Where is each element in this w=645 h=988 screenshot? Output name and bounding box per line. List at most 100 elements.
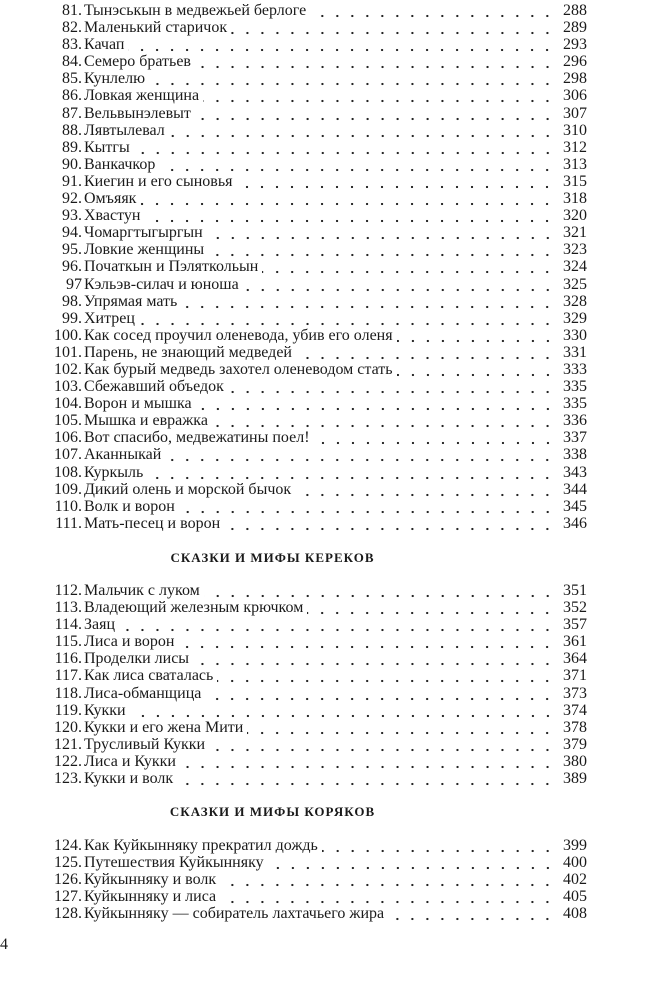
toc-entry[interactable]: 85. Кунлелю 298: [0, 70, 645, 88]
entry-title: Кунлелю: [84, 70, 146, 88]
entry-page: 400: [563, 854, 587, 872]
toc-entry[interactable]: 103. Сбежавший объедок 335: [0, 378, 645, 396]
toc-entry[interactable]: 121. Трусливый Кукки 379: [0, 735, 645, 753]
entry-number: 91.: [62, 172, 82, 190]
dot-leader: [193, 650, 555, 668]
toc-entry[interactable]: 111. Мать-песец и ворон 346: [0, 514, 645, 532]
section-heading-kereks: СКАЗКИ И МИФЫ КЕРЕКОВ: [170, 550, 375, 565]
entry-number: 124.: [54, 837, 82, 854]
toc-entry[interactable]: 126. Куйкынняку и волк 402: [0, 871, 645, 889]
toc-entry[interactable]: 115. Лиса и ворон 361: [0, 633, 645, 651]
entry-number: 93.: [62, 207, 82, 225]
toc-entry[interactable]: 118. Лиса-обманщица 373: [0, 684, 645, 702]
entry-page: 402: [563, 871, 587, 889]
toc-entry[interactable]: 114. Заяц 357: [0, 616, 645, 634]
toc-entry[interactable]: 128. Куйкынняку — собиратель лахтачьего ж…: [0, 905, 645, 923]
toc-entry[interactable]: 99. Хитрец 329: [0, 309, 645, 327]
entry-title: Проделки лисы: [84, 650, 190, 668]
entry-title: Кэльэв-силач и юноша: [84, 275, 239, 293]
dot-leader: [217, 667, 555, 685]
entry-page: 343: [563, 463, 587, 481]
dot-leader: [236, 172, 555, 191]
toc-entry[interactable]: 95. Ловкие женщины 323: [0, 241, 645, 259]
toc-entry[interactable]: 83. Качап 293: [0, 36, 645, 54]
entry-number: 123.: [54, 770, 82, 788]
toc-entry[interactable]: 127. Куйкынняку и лиса 405: [0, 888, 645, 906]
entry-page: 378: [563, 718, 587, 736]
toc-entry[interactable]: 119. Кукки 374: [0, 701, 645, 719]
entry-number: 82.: [62, 19, 82, 37]
toc-entry[interactable]: 109. Дикий олень и морской бычок 344: [0, 480, 645, 498]
entry-title: Как сосед проучил оленевода, убив его ол…: [84, 326, 393, 344]
toc-entry[interactable]: 112. Мальчик с луком 351: [0, 582, 645, 600]
entry-page: 324: [563, 258, 587, 276]
dot-leader: [133, 138, 555, 156]
toc-entry[interactable]: 86. Ловкая женщина 306: [0, 87, 645, 105]
toc-entry[interactable]: 98. Упрямая мать 328: [0, 292, 645, 310]
entry-number: 81.: [62, 2, 82, 19]
toc-entry[interactable]: 117. Как лиса сваталась 371: [0, 667, 645, 685]
toc-entry[interactable]: 90. Ванкачкор 313: [0, 155, 645, 173]
toc-entry[interactable]: 123. Кукки и волк 389: [0, 770, 645, 788]
toc-entry[interactable]: 125. Путешествия Куйкынняку 400: [0, 854, 645, 872]
entry-page: 307: [563, 104, 587, 122]
toc-entry[interactable]: 122. Лиса и Кукки 380: [0, 752, 645, 771]
dot-leader: [220, 888, 555, 906]
entry-page: 310: [563, 121, 587, 139]
toc-entry[interactable]: 92. Омъяяк 318: [0, 190, 645, 208]
toc-entry[interactable]: 105. Мышка и евражка 336: [0, 412, 645, 430]
toc-entry[interactable]: 102. Как бурый медведь захотел оленеводом…: [0, 360, 645, 379]
entry-page: 328: [563, 292, 587, 310]
dot-leader: [295, 343, 555, 361]
entry-page: 364: [563, 650, 587, 668]
toc-entry[interactable]: 82. Маленький старичок 289: [0, 19, 645, 37]
entry-number: 120.: [54, 718, 82, 736]
toc-entry[interactable]: 113. Владеющий железным крючком 352: [0, 599, 645, 617]
dot-leader: [295, 480, 555, 498]
entry-title: Чомаргтыгыргын: [84, 224, 203, 242]
toc-entry[interactable]: 110. Волк и ворон 345: [0, 497, 645, 515]
dot-leader: [194, 104, 555, 122]
toc-entry[interactable]: 108. Куркыль 343: [0, 463, 645, 481]
toc-entry[interactable]: 87. Вельвынэлевыт 307: [0, 104, 645, 122]
entry-page: 338: [563, 446, 587, 464]
dot-leader: [321, 837, 555, 855]
toc-entry[interactable]: 81. Тынэськын в медвежьей берлоге 288: [0, 2, 645, 20]
toc-entry[interactable]: 104. Ворон и мышка 335: [0, 395, 645, 413]
toc-entry[interactable]: 116. Проделки лисы 364: [0, 650, 645, 668]
toc-entry[interactable]: 84. Семеро братьев 296: [0, 53, 645, 71]
entry-page: 344: [563, 480, 587, 498]
entry-page: 351: [563, 582, 587, 599]
entry-title: Куйкынняку — собиратель лахтачьего жира: [84, 905, 385, 923]
toc-entry[interactable]: 94. Чомаргтыгыргын 321: [0, 224, 645, 242]
toc-entry[interactable]: 93. Хвастун 320: [0, 207, 645, 225]
entry-number: 107.: [54, 446, 82, 464]
entry-title: Маленький старичок: [84, 19, 228, 37]
entry-page: 306: [563, 87, 587, 105]
toc-entry[interactable]: 100. Как сосед проучил оленевода, убив ег…: [0, 326, 645, 344]
entry-title: Упрямая мать: [84, 292, 178, 310]
toc-entry[interactable]: 120. Кукки и его жена Мити 378: [0, 718, 645, 736]
entry-title: Омъяяк: [84, 190, 137, 208]
toc-entry[interactable]: 91. Киегин и его сыновья 315: [0, 172, 645, 191]
toc-entry[interactable]: 124. Как Куйкынняку прекратил дождь 399: [0, 837, 645, 855]
toc-entry[interactable]: 107. Аканныкай 338: [0, 446, 645, 464]
entry-title: Кытгы: [84, 138, 130, 156]
entry-page: 329: [563, 309, 587, 327]
dot-leader: [177, 770, 555, 788]
dot-leader: [149, 70, 555, 88]
toc-entry[interactable]: 101. Парень, не знающий медведей 331: [0, 343, 645, 361]
dot-leader: [129, 701, 555, 719]
dot-leader: [208, 241, 555, 259]
toc-entry[interactable]: 96. Початкын и Пэляткольын 324: [0, 258, 645, 276]
entry-title: Ловкая женщина: [84, 87, 200, 105]
entry-page: 330: [563, 326, 587, 344]
toc-entry[interactable]: 89. Кытгы 312: [0, 138, 645, 156]
entry-number: 109.: [54, 480, 82, 498]
entry-page: 337: [563, 429, 587, 447]
dot-leader: [231, 19, 555, 37]
toc-entry[interactable]: 88. Лявтылевал 310: [0, 121, 645, 139]
entry-title: Ворон и мышка: [84, 395, 192, 413]
toc-entry[interactable]: 106. Вот спасибо, медвежатины поел! 337: [0, 429, 645, 447]
toc-entry[interactable]: 97 Кэльэв-силач и юноша 325: [0, 275, 645, 293]
